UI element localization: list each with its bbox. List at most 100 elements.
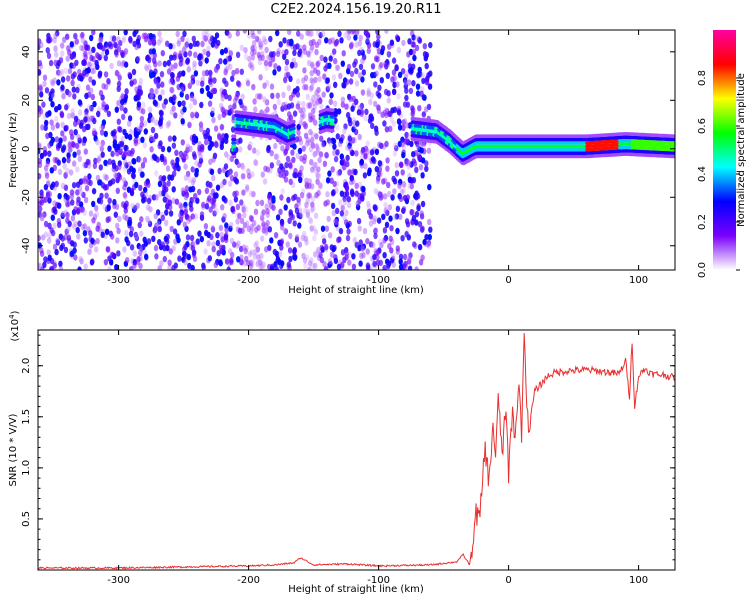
spectrogram-cell bbox=[311, 94, 316, 102]
spectrogram-cell bbox=[331, 210, 337, 217]
spectrogram-cell bbox=[152, 227, 157, 234]
spectrogram-cell bbox=[325, 191, 330, 198]
spectrogram-cell bbox=[338, 72, 343, 80]
spectrogram-cell bbox=[317, 184, 323, 191]
spectrogram-cell bbox=[401, 119, 406, 126]
spectrogram-cell bbox=[73, 220, 78, 227]
spectrogram-cell bbox=[327, 62, 332, 69]
spectrogram-cell bbox=[274, 153, 279, 160]
spectrogram-cell bbox=[369, 92, 374, 99]
x-tick-label: -200 bbox=[237, 575, 260, 586]
spectrogram-cell bbox=[170, 78, 176, 86]
spectrogram-cell bbox=[92, 117, 97, 125]
spectrogram-cell bbox=[305, 197, 310, 204]
spectrogram-cell bbox=[57, 193, 62, 200]
spectrogram-cell bbox=[219, 48, 225, 56]
spectrogram-cell bbox=[102, 203, 107, 211]
spectrogram-cell bbox=[275, 153, 280, 160]
spectrogram-cell bbox=[363, 162, 368, 170]
spectrogram-cell bbox=[340, 249, 346, 256]
colorbar-tick-label: 0.0 bbox=[697, 262, 708, 278]
spectrogram-cell bbox=[160, 50, 165, 57]
spectrogram-cell bbox=[55, 237, 60, 244]
spectrogram-cell bbox=[355, 30, 360, 34]
spectrogram-cell bbox=[363, 114, 368, 122]
spectrogram-cell bbox=[396, 93, 401, 100]
spectrogram-cell bbox=[388, 125, 393, 132]
spectrogram-cell bbox=[56, 59, 61, 67]
spectrogram-cell bbox=[246, 225, 251, 232]
spectrogram-cell bbox=[128, 128, 134, 136]
spectrogram-cell bbox=[354, 150, 359, 157]
spectrogram-cell bbox=[210, 226, 216, 233]
spectrogram-cell bbox=[123, 48, 129, 55]
spectrogram-cell bbox=[355, 120, 360, 127]
spectrogram-cell bbox=[241, 189, 246, 196]
spectrogram-cell bbox=[309, 77, 314, 84]
spectrogram-cell bbox=[157, 225, 162, 233]
spectrogram-cell bbox=[424, 160, 429, 167]
spectrogram-cell bbox=[258, 43, 263, 51]
spectrogram-cell bbox=[268, 35, 273, 43]
spectrogram-cell bbox=[80, 177, 85, 185]
spectrogram-cell bbox=[400, 235, 405, 242]
spectrogram-cell bbox=[86, 123, 91, 130]
x-tick-label: -100 bbox=[367, 575, 390, 586]
spectrogram-cell bbox=[186, 217, 191, 224]
spectrogram-cell bbox=[222, 178, 227, 186]
spectrogram-cell bbox=[97, 155, 102, 162]
spectrogram-cell bbox=[258, 74, 263, 81]
spectrogram-cell bbox=[207, 33, 212, 40]
spectrogram-cell bbox=[182, 30, 187, 37]
spectrogram-cell bbox=[304, 181, 309, 188]
spectrogram-cell bbox=[286, 261, 292, 268]
spectrogram-cell bbox=[420, 200, 426, 208]
spectrogram-cell bbox=[254, 35, 260, 42]
spectrogram-cell bbox=[44, 87, 50, 94]
spectrogram-cell bbox=[169, 174, 175, 181]
spectrogram-cell bbox=[154, 170, 159, 177]
spectrogram-cell bbox=[239, 44, 244, 51]
spectrogram-cell bbox=[394, 145, 399, 152]
spectrogram-cell bbox=[326, 83, 332, 91]
spectrogram-cell bbox=[70, 199, 75, 206]
spectrogram-cell bbox=[398, 253, 404, 260]
spectrogram-cell bbox=[287, 30, 292, 36]
spectrogram-cell bbox=[420, 254, 425, 261]
spectrogram-cell bbox=[302, 67, 307, 74]
spectrogram-cell bbox=[307, 102, 312, 109]
spectrogram-cell bbox=[292, 220, 297, 227]
spectrogram-cell bbox=[288, 209, 293, 216]
spectrogram-cell bbox=[252, 220, 257, 227]
spectrogram-cell bbox=[92, 128, 97, 135]
spectrogram-cell bbox=[101, 100, 106, 108]
spectrogram-cell bbox=[207, 255, 212, 262]
spectrogram-cell bbox=[294, 234, 300, 241]
spectrogram-cell bbox=[95, 238, 100, 245]
spectrogram-cell bbox=[209, 141, 215, 148]
spectrogram-cell bbox=[372, 204, 377, 211]
spectrogram-cell bbox=[379, 241, 384, 249]
spectrogram-cell bbox=[88, 76, 93, 83]
spectrogram-cell bbox=[300, 234, 305, 241]
spectrogram-cell bbox=[318, 32, 323, 39]
spectrogram-cell bbox=[118, 126, 123, 133]
spectrogram-cell bbox=[333, 40, 339, 47]
spectrogram-cell bbox=[165, 122, 170, 129]
spectrogram-cell bbox=[315, 172, 320, 179]
spectrogram-cell bbox=[424, 165, 429, 172]
spectrogram-cell bbox=[183, 209, 188, 216]
spectrogram-cell bbox=[314, 89, 319, 96]
spectrogram-cell bbox=[195, 79, 201, 87]
spectrogram-cell bbox=[320, 225, 326, 232]
spectrogram-cell bbox=[325, 177, 331, 184]
spectrogram-cell bbox=[249, 215, 254, 223]
spectrogram-cell bbox=[285, 241, 290, 248]
spectrogram-cell bbox=[38, 60, 43, 67]
spectrogram-cell bbox=[183, 259, 188, 266]
spectrogram-cell bbox=[296, 212, 301, 219]
spectrogram-cell bbox=[73, 254, 78, 261]
spectrogram-cell bbox=[168, 78, 173, 85]
spectrogram-cell bbox=[417, 243, 423, 251]
spectrogram-cell bbox=[70, 108, 75, 115]
